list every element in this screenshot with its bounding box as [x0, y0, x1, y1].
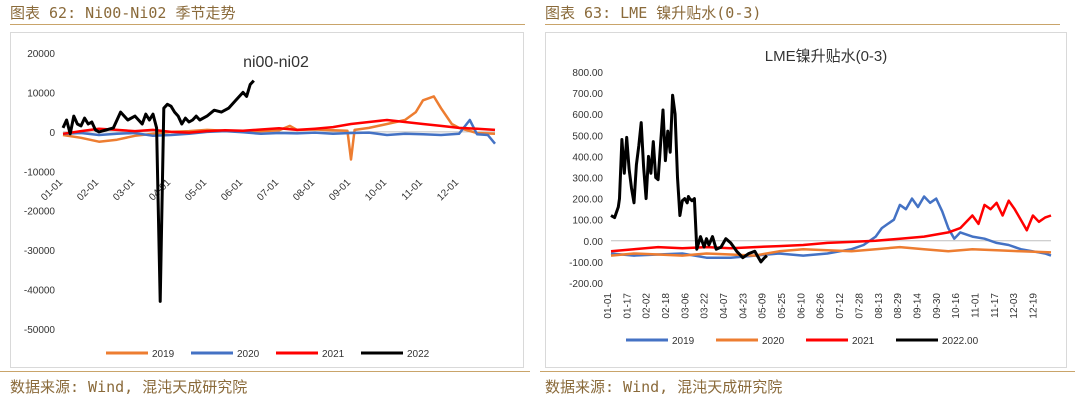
y-tick-label: -200.00	[569, 279, 603, 290]
x-tick-label: 04-01	[147, 177, 173, 203]
x-tick-label: 07-12	[835, 293, 846, 319]
x-tick-label: 10-01	[363, 177, 389, 203]
legend-item-2021: 2021	[276, 349, 345, 360]
x-tick-label: 09-01	[327, 177, 353, 203]
x-tick-label: 11-17	[990, 293, 1001, 318]
y-tick-label: -50000	[24, 325, 56, 336]
legend-label: 2022	[407, 349, 430, 360]
x-tick-label: 12-03	[1009, 293, 1020, 319]
x-tick-label: 09-30	[932, 293, 943, 319]
legend-label: 2020	[762, 336, 785, 347]
x-tick-label: 03-06	[680, 293, 691, 319]
source-rule-right	[540, 371, 1075, 372]
legend-label: 2020	[237, 349, 260, 360]
source-left: 数据来源: Wind, 混沌天成研究院	[10, 378, 248, 396]
series-line-2022.00	[610, 93, 768, 264]
x-tick-label: 06-01	[219, 177, 245, 203]
legend-label: 2019	[152, 349, 175, 360]
y-tick-label: 20000	[27, 49, 55, 60]
legend-label: 2019	[672, 336, 695, 347]
x-tick-label: 03-22	[700, 293, 711, 319]
series-line-2020	[62, 118, 496, 145]
y-tick-label: -10000	[24, 167, 56, 178]
y-tick-label: 700.00	[572, 89, 603, 100]
legend-item-2021: 2021	[806, 336, 875, 347]
series-line-2020	[610, 245, 1052, 257]
x-tick-label: 01-01	[39, 177, 65, 203]
y-tick-label: 400.00	[572, 152, 603, 163]
legend-item-2022.00: 2022.00	[896, 336, 979, 347]
x-tick-label: 02-01	[75, 177, 101, 203]
legend-label: 2021	[852, 336, 875, 347]
figure-63-caption: 图表 63: LME 镍升贴水(0-3)	[545, 4, 762, 22]
y-tick-label: 10000	[27, 88, 55, 99]
caption-rule-left	[10, 24, 525, 25]
legend-item-2019: 2019	[106, 349, 175, 360]
x-tick-label: 06-26	[816, 293, 827, 319]
y-tick-label: 200.00	[572, 195, 603, 206]
x-tick-label: 01-01	[603, 293, 614, 319]
x-tick-label: 03-01	[111, 177, 137, 203]
chart-lme-premium: LME镍升贴水(0-3) 800.00 700.00 600.00 500.00 400.…	[545, 32, 1067, 368]
x-tick-label: 08-29	[893, 293, 904, 319]
series-line-2021	[610, 199, 1052, 253]
x-tick-label: 07-28	[854, 293, 865, 319]
x-tick-label: 06-10	[796, 293, 807, 319]
legend-label: 2021	[322, 349, 345, 360]
x-tick-label: 11-01	[970, 293, 981, 318]
legend-item-2020: 2020	[191, 349, 260, 360]
x-tick-label: 04-23	[738, 293, 749, 319]
x-tick-label: 07-01	[255, 177, 281, 203]
x-tick-label: 11-01	[400, 177, 426, 203]
x-tick-label: 01-17	[622, 293, 633, 319]
caption-rule-right	[545, 24, 1060, 25]
y-tick-label: -30000	[24, 246, 56, 257]
x-tick-label: 02-18	[661, 293, 672, 319]
chart-ni00-ni02: ni00-ni02 20000 10000 0 -10000 -20000 -30000 -4…	[10, 32, 524, 368]
chart-title: LME镍升贴水(0-3)	[765, 47, 888, 65]
y-tick-label: 500.00	[572, 131, 603, 142]
x-tick-label: 08-13	[874, 293, 885, 319]
y-tick-label: -40000	[24, 286, 56, 297]
source-right: 数据来源: Wind, 混沌天成研究院	[545, 378, 783, 396]
y-tick-label: -20000	[24, 207, 56, 218]
chart-title: ni00-ni02	[243, 54, 309, 71]
x-tick-label: 04-07	[719, 293, 730, 319]
series-line-2022	[61, 79, 255, 303]
series-line-2021	[62, 118, 496, 136]
y-tick-label: 300.00	[572, 174, 603, 185]
y-tick-label: 0.00	[584, 237, 604, 248]
x-tick-label: 05-25	[777, 293, 788, 319]
legend-item-2022: 2022	[361, 349, 430, 360]
lme-premium-svg: LME镍升贴水(0-3) 800.00 700.00 600.00 500.00 400.…	[569, 47, 1052, 347]
y-tick-label: 0	[49, 128, 55, 139]
x-tick-label: 12-01	[435, 177, 461, 203]
x-tick-label: 10-16	[951, 293, 962, 319]
figure-62-caption: 图表 62: Ni00-Ni02 季节走势	[10, 4, 236, 22]
x-tick-label: 05-01	[183, 177, 209, 203]
y-tick-label: 100.00	[572, 216, 603, 227]
y-tick-label: 600.00	[572, 110, 603, 121]
source-rule-left	[0, 371, 530, 372]
ni00-ni02-svg: ni00-ni02 20000 10000 0 -10000 -20000 -30000 -4…	[24, 49, 496, 360]
y-tick-label: -100.00	[569, 258, 603, 269]
legend-item-2020: 2020	[716, 336, 785, 347]
x-tick-label: 02-02	[642, 293, 653, 319]
legend-item-2019: 2019	[626, 336, 695, 347]
legend-label: 2022.00	[942, 336, 979, 347]
x-tick-label: 05-09	[758, 293, 769, 319]
x-tick-label: 12-19	[1028, 293, 1039, 319]
x-tick-label: 09-14	[912, 293, 923, 319]
x-tick-label: 08-01	[291, 177, 317, 203]
y-tick-label: 800.00	[572, 68, 603, 79]
